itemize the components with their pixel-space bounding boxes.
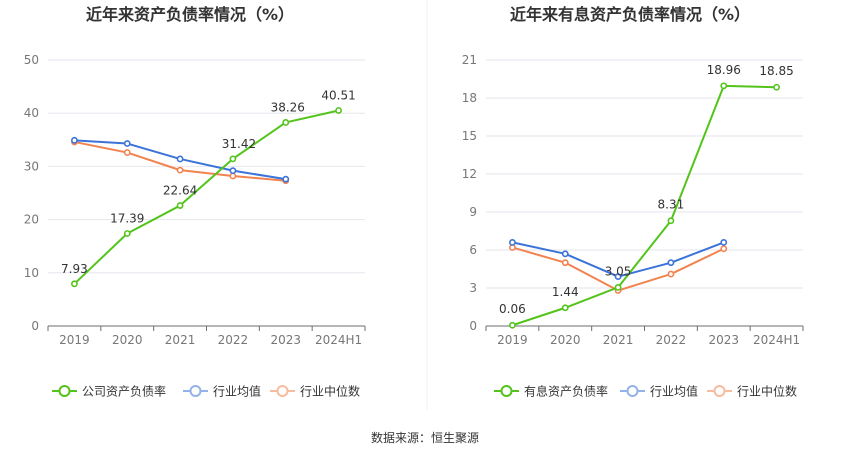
y-tick-label: 0 (31, 319, 39, 333)
data-point[interactable] (509, 238, 516, 246)
data-point[interactable] (71, 280, 78, 288)
legend-swatch-marker (58, 385, 71, 397)
data-point[interactable] (335, 107, 342, 114)
data-point[interactable] (773, 83, 780, 91)
data-label: 0.06 (499, 302, 526, 316)
data-point[interactable] (123, 149, 131, 156)
x-tick-label: 2019 (59, 333, 90, 347)
data-label: 18.85 (759, 64, 793, 78)
data-point[interactable] (667, 217, 675, 225)
x-tick-label: 2021 (603, 333, 634, 347)
x-tick-label: 2019 (497, 333, 528, 347)
chart-2: 近年来有息资产负债率情况（%） 0 3 6 9 12 15 18 21 2019 2020 2021 2… (462, 5, 804, 399)
data-point[interactable] (282, 119, 290, 126)
legend-swatch-marker (500, 385, 513, 397)
data-label: 17.39 (110, 211, 144, 225)
data-point[interactable] (176, 202, 184, 209)
legend-swatch-marker (276, 385, 289, 397)
y-tick-label: 40 (24, 106, 39, 120)
y-tick-label: 0 (469, 319, 477, 333)
y-tick-label: 15 (462, 129, 477, 143)
data-point[interactable] (720, 238, 728, 246)
y-tick-label: 3 (469, 281, 477, 295)
data-point[interactable] (123, 230, 131, 237)
legend-swatch-marker (189, 385, 202, 397)
data-point[interactable] (282, 175, 290, 183)
data-label: 18.96 (707, 63, 741, 77)
data-label: 3.05 (605, 264, 632, 278)
y-tick-label: 18 (462, 91, 477, 105)
data-point[interactable] (229, 167, 237, 175)
legend-label: 行业均值 (650, 384, 698, 399)
data-label: 22.64 (163, 184, 197, 198)
chart-title: 近年来资产负债率情况（%） (86, 5, 294, 24)
legend-label: 有息资产负债率 (524, 384, 608, 399)
series-line-有息资产负债率 (512, 84, 777, 327)
data-point[interactable] (176, 155, 184, 163)
legend-label: 行业中位数 (737, 384, 797, 399)
data-source-note: 数据来源：恒生聚源 (370, 431, 479, 445)
data-label: 38.26 (271, 100, 305, 114)
legend-item-公司资产负债率[interactable]: 公司资产负债率 (52, 384, 166, 399)
chart-1: 近年来资产负债率情况（%） 0 10 20 30 40 50 2019 2020 2021 2022… (24, 5, 366, 399)
y-tick-label: 21 (462, 53, 477, 67)
data-point[interactable] (561, 304, 569, 312)
x-tick-label: 2024H1 (315, 333, 362, 347)
y-tick-label: 30 (24, 159, 39, 173)
x-tick-label: 2022 (218, 333, 249, 347)
data-point[interactable] (667, 259, 675, 267)
legend-item-行业均值[interactable]: 行业均值 (183, 384, 261, 399)
data-label: 8.31 (658, 198, 685, 212)
x-tick-label: 2023 (270, 333, 301, 347)
data-point[interactable] (561, 250, 569, 258)
x-tick-label: 2024H1 (753, 333, 800, 347)
data-point[interactable] (509, 321, 516, 329)
data-point[interactable] (71, 136, 78, 144)
data-label: 1.44 (552, 285, 579, 299)
data-label: 40.51 (321, 88, 355, 102)
data-point[interactable] (561, 259, 569, 267)
data-point[interactable] (720, 82, 728, 90)
data-point[interactable] (123, 140, 131, 147)
y-tick-label: 50 (24, 53, 39, 67)
x-tick-label: 2023 (708, 333, 739, 347)
data-point[interactable] (176, 166, 184, 174)
legend-item-行业均值[interactable]: 行业均值 (620, 384, 698, 399)
legend-item-行业中位数[interactable]: 行业中位数 (270, 384, 360, 399)
legend-label: 公司资产负债率 (82, 384, 166, 399)
y-tick-label: 20 (24, 213, 39, 227)
y-tick-label: 10 (24, 266, 39, 280)
data-point[interactable] (229, 172, 237, 180)
legend-swatch-marker (713, 385, 726, 397)
x-tick-label: 2021 (165, 333, 196, 347)
data-point[interactable] (614, 273, 622, 280)
chart-title: 近年来有息资产负债率情况（%） (510, 5, 750, 24)
legend-swatch-marker (626, 385, 639, 397)
legend-item-行业中位数[interactable]: 行业中位数 (707, 384, 797, 399)
data-point[interactable] (720, 245, 728, 253)
data-label: 31.42 (222, 137, 256, 151)
legend-label: 行业均值 (213, 384, 261, 399)
data-point[interactable] (667, 270, 675, 278)
data-point[interactable] (229, 155, 237, 163)
x-tick-label: 2022 (656, 333, 687, 347)
data-label: 7.93 (61, 262, 88, 276)
x-tick-label: 2020 (112, 333, 143, 347)
legend-item-有息资产负债率[interactable]: 有息资产负债率 (494, 384, 608, 399)
y-tick-label: 6 (469, 243, 477, 257)
y-tick-label: 12 (462, 167, 477, 181)
y-tick-label: 9 (469, 205, 477, 219)
data-point[interactable] (614, 283, 622, 291)
legend-label: 行业中位数 (300, 384, 360, 399)
x-tick-label: 2020 (550, 333, 581, 347)
series-line-公司资产负债率 (73, 109, 339, 285)
